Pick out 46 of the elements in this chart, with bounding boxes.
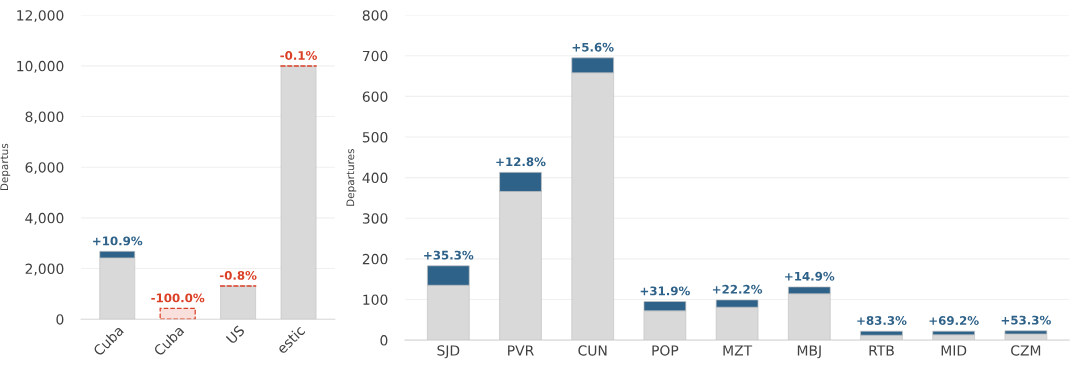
y-tick-label: 200 <box>362 253 388 265</box>
bar <box>159 307 196 320</box>
annotation: +35.3% <box>424 250 474 260</box>
y-tick-label: 12,000 <box>17 10 64 23</box>
x-tick-label: MZT <box>723 345 753 356</box>
annotation: +12.8% <box>496 157 546 167</box>
x-tick-label: MBJ <box>797 345 821 359</box>
y-tick-label: 8,000 <box>25 111 64 124</box>
y-tick-label: 4,000 <box>25 212 64 225</box>
y-tick-label: 10,000 <box>17 60 64 73</box>
y-tick-label: 600 <box>362 91 388 102</box>
x-tick-label: RTB <box>869 345 894 356</box>
y-tick-label: 500 <box>362 132 388 143</box>
annotation: -0.8% <box>219 270 257 280</box>
bar <box>220 285 256 320</box>
bar <box>932 330 975 336</box>
annotation: +14.9% <box>785 271 835 281</box>
y-tick-label: 0 <box>380 335 388 346</box>
x-tick-label: MID <box>941 345 967 356</box>
y-tick-label: 0 <box>56 314 64 325</box>
annotation: -100.0% <box>151 293 205 303</box>
x-tick-label: SJD <box>437 345 460 359</box>
annotation: +83.3% <box>857 316 907 325</box>
x-tick-label: PVR <box>508 345 534 356</box>
x-tick-label: CUN <box>578 345 607 356</box>
y-axis-title: Departures <box>346 149 357 206</box>
annotation: -0.1% <box>280 51 317 60</box>
annotation: +5.6% <box>572 42 614 52</box>
x-tick-label: US <box>225 324 246 345</box>
x-tick-label: POP <box>652 345 679 356</box>
y-tick-label: 700 <box>362 50 388 62</box>
y-axis-title: Departus <box>0 143 11 191</box>
y-tick-label: 800 <box>362 10 388 21</box>
x-tick-label: CZM <box>1011 345 1041 356</box>
y-tick-label: 2,000 <box>25 263 64 276</box>
annotation: +53.3% <box>1001 315 1051 325</box>
y-tick-label: 400 <box>362 172 388 184</box>
bar <box>280 65 317 320</box>
bar <box>860 330 903 336</box>
annotation: +22.2% <box>712 284 763 294</box>
annotation: +31.9% <box>640 286 690 296</box>
y-tick-label: 100 <box>363 294 388 305</box>
y-tick-label: 6,000 <box>25 162 64 175</box>
annotation: +69.2% <box>929 316 979 325</box>
annotation: +10.9% <box>93 236 143 246</box>
y-tick-label: 300 <box>362 213 388 224</box>
